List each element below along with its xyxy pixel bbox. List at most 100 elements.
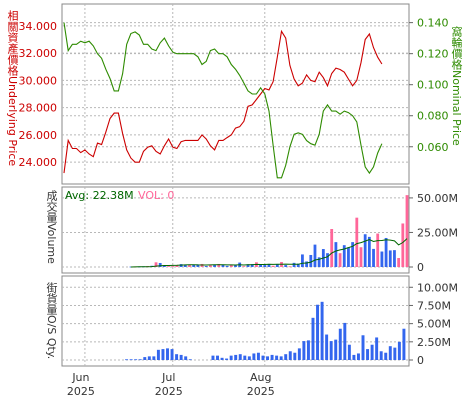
volume-bar (317, 257, 321, 267)
volume-bar (158, 262, 162, 267)
os-qty-bar (166, 348, 169, 360)
os-qty-bar (384, 352, 388, 360)
x-tick-label-year: 2025 (67, 385, 95, 398)
volume-axis-label: 成交量Volume (45, 190, 58, 264)
volume-bar (342, 245, 346, 267)
volume-bar (313, 244, 317, 267)
volume-bar (309, 254, 313, 267)
x-tick-label-month: Aug (250, 371, 271, 384)
volume-bar (234, 265, 237, 267)
volume-bar (204, 266, 208, 267)
os-qty-bar (279, 356, 283, 360)
os-qty-axis-label: 街貨量O/S Qty. (45, 282, 58, 360)
left-tick-label: 26.000 (19, 129, 58, 142)
os-qty-bar (388, 346, 392, 360)
os-qty-bar (370, 344, 374, 360)
os-qty-bar (343, 322, 347, 360)
os-qty-bar (125, 359, 129, 361)
volume-bar (359, 247, 363, 267)
volume-bar (167, 266, 170, 267)
volume-bar (154, 262, 158, 267)
volume-bar (275, 264, 279, 267)
os-qty-bar (234, 354, 238, 360)
volume-bar (405, 195, 409, 267)
right-tick-label: 0.060 (417, 141, 449, 154)
os-qty-bar (320, 301, 324, 360)
left-tick-label: 32.000 (19, 47, 58, 60)
volume-bar (171, 266, 175, 267)
volume-bar (330, 229, 334, 267)
volume-bar (183, 264, 187, 267)
volume-bar (347, 247, 350, 267)
os-qty-bar (252, 353, 256, 360)
volume-bar (259, 264, 262, 267)
os-qty-tick-label: 10.00M (417, 281, 458, 294)
volume-bar (225, 265, 229, 267)
volume-tick-label: 25.00M (417, 226, 458, 239)
volume-avg-label: Avg: 22.38M (65, 189, 134, 202)
os-qty-bar (266, 356, 269, 360)
os-qty-bar (175, 354, 179, 360)
volume-bar (296, 263, 300, 267)
volume-bar (393, 250, 396, 267)
x-tick-label-year: 2025 (247, 385, 275, 398)
nominal-price-line (63, 22, 383, 179)
volume-bar (196, 264, 200, 267)
volume-bar (288, 266, 292, 268)
os-qty-bar (256, 352, 260, 360)
os-qty-bar (402, 328, 406, 360)
volume-bar (263, 265, 267, 267)
volume-average-line (130, 238, 408, 268)
volume-bar (397, 258, 401, 267)
volume-bar (401, 223, 405, 267)
os-qty-bar (225, 358, 229, 360)
os-qty-bar (306, 340, 310, 360)
volume-bar (242, 266, 246, 267)
volume-bar (338, 253, 342, 267)
panel-frame-3 (61, 275, 410, 367)
os-qty-bar (170, 349, 174, 360)
left-tick-label: 28.000 (19, 102, 58, 115)
panel-frame-2 (61, 186, 410, 274)
volume-bar (250, 264, 254, 267)
os-qty-tick-label: 2.50M (417, 336, 451, 349)
volume-bar (388, 250, 392, 267)
underlying-axis-label: 相關資產價格Underlying Price (6, 10, 19, 167)
right-tick-label: 0.080 (417, 110, 449, 123)
os-qty-bar (293, 352, 297, 360)
volume-bar (351, 242, 355, 267)
os-qty-bar (325, 334, 329, 360)
x-tick-label-month: Jun (71, 371, 89, 384)
right-tick-label: 0.140 (417, 17, 449, 30)
left-tick-label: 24.000 (19, 156, 58, 169)
os-qty-bar (316, 304, 320, 360)
os-qty-bar (243, 355, 247, 360)
os-qty-bar (334, 339, 338, 360)
volume-bar (384, 237, 388, 267)
panel-frame-1 (61, 3, 410, 185)
os-qty-bar (216, 355, 219, 360)
volume-tick-label: 50.00M (417, 192, 458, 205)
volume-bar (213, 264, 216, 267)
os-qty-bar (297, 348, 301, 360)
os-qty-bar (129, 359, 133, 361)
os-qty-bar (275, 355, 279, 360)
os-qty-bar (138, 359, 142, 361)
os-qty-bar (284, 354, 288, 360)
os-qty-bar (270, 354, 274, 360)
left-tick-label: 30.000 (19, 74, 58, 87)
os-qty-bar (161, 349, 165, 360)
os-qty-bar (247, 356, 251, 360)
volume-bar (162, 265, 166, 267)
os-qty-tick-label: 0 (417, 354, 424, 367)
os-qty-bar (134, 359, 138, 361)
os-qty-bar (379, 351, 383, 360)
volume-bar (305, 261, 309, 267)
volume-bar (175, 265, 179, 267)
underlying-price-line (63, 29, 383, 174)
right-tick-label: 0.120 (417, 48, 449, 61)
os-qty-bar (211, 355, 215, 360)
volume-bar (209, 265, 212, 267)
os-qty-tick-label: 7.50M (417, 299, 451, 312)
